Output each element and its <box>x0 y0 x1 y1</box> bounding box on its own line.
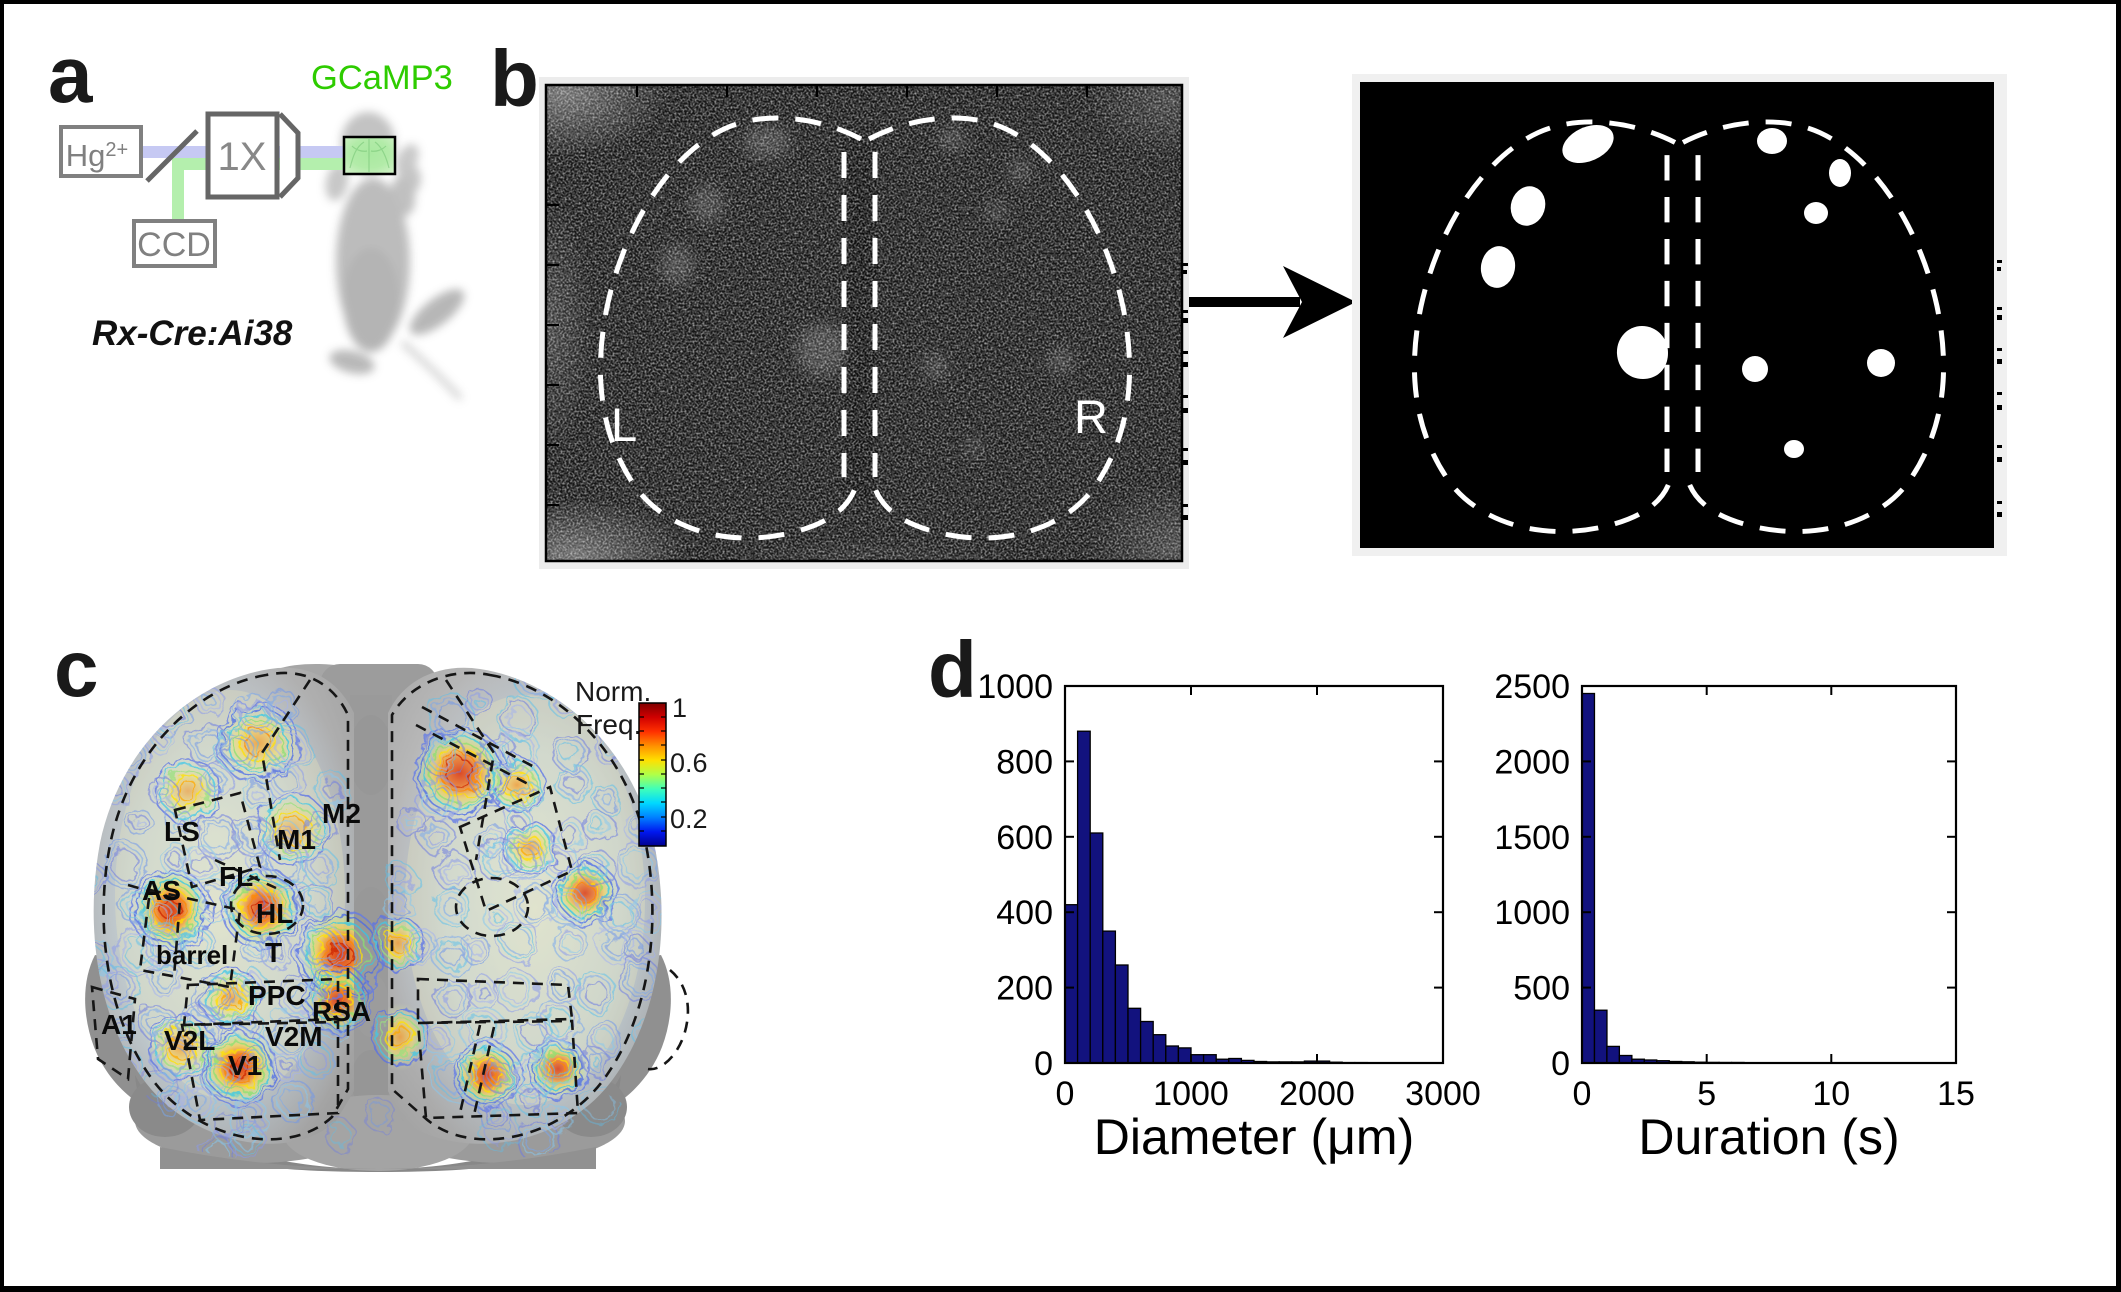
svg-text:15: 15 <box>1937 1075 1975 1113</box>
svg-text:V2M: V2M <box>265 1021 323 1052</box>
svg-text:600: 600 <box>996 819 1053 857</box>
svg-text:M1: M1 <box>277 824 316 855</box>
svg-text:0: 0 <box>1573 1075 1592 1113</box>
svg-text:2000: 2000 <box>1494 743 1570 781</box>
svg-text:RSA: RSA <box>312 996 371 1027</box>
svg-text:1000: 1000 <box>1153 1075 1229 1113</box>
svg-text:T: T <box>265 937 282 968</box>
svg-text:2500: 2500 <box>1494 668 1570 706</box>
svg-text:1: 1 <box>672 693 687 723</box>
svg-text:Freq.: Freq. <box>576 709 641 740</box>
svg-text:3000: 3000 <box>1405 1075 1481 1113</box>
svg-text:500: 500 <box>1513 970 1570 1008</box>
svg-text:0: 0 <box>1551 1045 1570 1083</box>
svg-text:0.6: 0.6 <box>670 748 708 778</box>
svg-text:0: 0 <box>1034 1045 1053 1083</box>
svg-text:L: L <box>611 398 637 451</box>
svg-text:1000: 1000 <box>977 668 1053 706</box>
svg-text:A1: A1 <box>101 1009 137 1040</box>
svg-text:1000: 1000 <box>1494 894 1570 932</box>
svg-text:barrel: barrel <box>156 940 228 970</box>
svg-text:5: 5 <box>1697 1075 1716 1113</box>
svg-text:V1: V1 <box>228 1050 262 1081</box>
svg-text:Norm.: Norm. <box>575 676 651 707</box>
svg-text:Duration (s): Duration (s) <box>1638 1109 1899 1165</box>
svg-text:400: 400 <box>996 894 1053 932</box>
svg-text:1500: 1500 <box>1494 819 1570 857</box>
svg-text:PPC: PPC <box>248 980 306 1011</box>
svg-text:R: R <box>1074 390 1108 443</box>
svg-text:V2L: V2L <box>164 1025 215 1056</box>
svg-text:HL: HL <box>256 898 293 929</box>
svg-text:CCD: CCD <box>137 226 211 264</box>
svg-text:800: 800 <box>996 743 1053 781</box>
svg-text:LS: LS <box>164 816 200 847</box>
svg-text:0.2: 0.2 <box>670 804 708 834</box>
svg-text:AS: AS <box>142 875 181 906</box>
svg-text:0: 0 <box>1056 1075 1075 1113</box>
svg-text:10: 10 <box>1812 1075 1850 1113</box>
svg-text:GCaMP3: GCaMP3 <box>311 59 453 97</box>
svg-text:200: 200 <box>996 970 1053 1008</box>
svg-text:2000: 2000 <box>1279 1075 1355 1113</box>
svg-text:FL: FL <box>219 861 253 892</box>
svg-text:M2: M2 <box>322 798 361 829</box>
svg-text:Diameter (μm): Diameter (μm) <box>1094 1109 1414 1165</box>
svg-text:Rx-Cre:Ai38: Rx-Cre:Ai38 <box>92 314 293 353</box>
svg-text:1X: 1X <box>218 135 267 179</box>
